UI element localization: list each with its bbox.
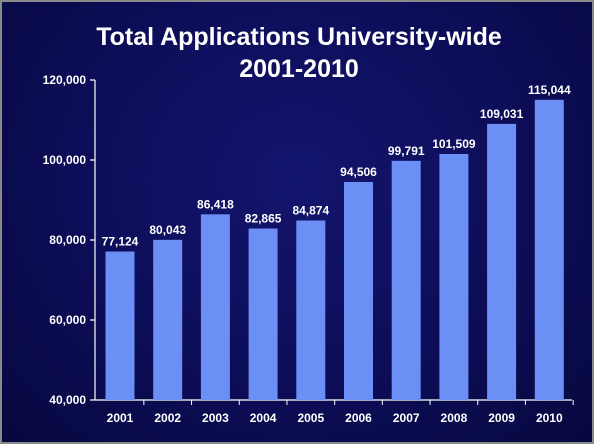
bar [391,160,421,400]
bar-value-label: 82,865 [245,212,282,226]
chart-title: Total Applications University-wide [96,23,502,51]
x-tick-label: 2007 [393,411,420,425]
y-tick-label: 60,000 [49,313,86,327]
bar [344,181,373,400]
bar [439,153,469,400]
bar [487,123,517,400]
x-tick-label: 2002 [154,411,181,425]
bar-value-label: 109,031 [480,107,524,121]
bar-value-label: 101,509 [432,137,476,151]
x-tick-label: 2009 [488,411,515,425]
x-tick-label: 2006 [345,411,372,425]
x-tick-label: 2001 [107,411,134,425]
bar-value-label: 80,043 [149,223,186,237]
bar-value-label: 84,874 [292,204,329,218]
bar-value-label: 94,506 [340,165,377,179]
x-tick-label: 2005 [297,411,324,425]
bar [105,251,135,400]
bar [248,228,278,400]
y-tick-label: 100,000 [43,153,87,167]
bar [200,214,230,400]
x-tick-label: 2010 [536,411,563,425]
x-tick-label: 2003 [202,411,229,425]
bar-value-label: 86,418 [197,197,234,211]
bar-value-label: 77,124 [102,235,139,249]
bar [296,220,326,400]
bar [534,99,564,400]
x-tick-label: 2004 [250,411,277,425]
bar [153,239,183,400]
y-tick-label: 40,000 [49,393,86,407]
y-tick-label: 120,000 [43,73,87,87]
bar-value-label: 115,044 [528,83,571,97]
y-tick-label: 80,000 [49,233,86,247]
x-tick-label: 2008 [441,411,468,425]
chart-subtitle: 2001-2010 [239,55,359,83]
bar-value-label: 99,791 [388,144,425,158]
